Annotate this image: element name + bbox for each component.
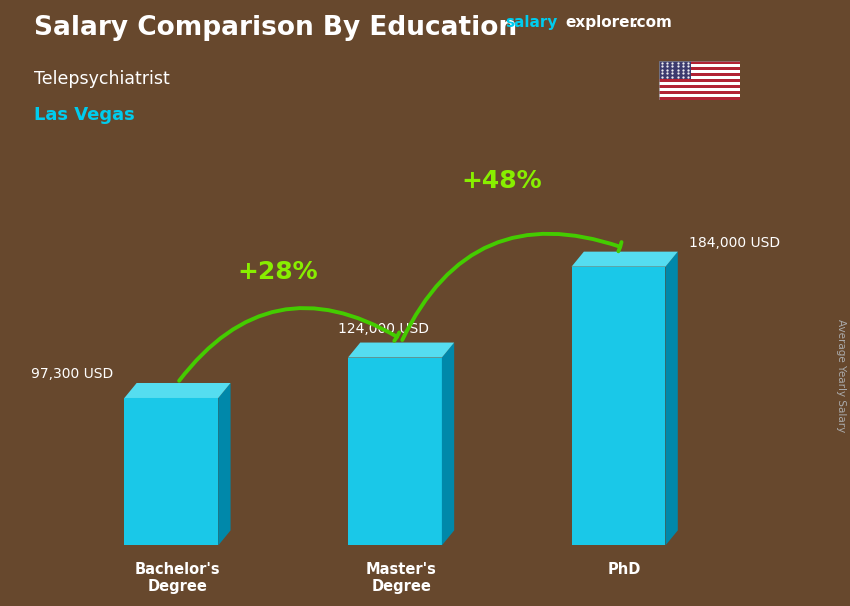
Polygon shape — [666, 251, 677, 545]
Bar — [659, 70, 740, 73]
Bar — [659, 94, 740, 97]
Bar — [348, 358, 442, 545]
Text: salary: salary — [506, 15, 558, 30]
Bar — [659, 61, 740, 64]
Text: Telepsychiatrist: Telepsychiatrist — [34, 70, 170, 88]
Bar — [659, 64, 740, 67]
Polygon shape — [218, 383, 230, 545]
Bar — [659, 79, 740, 82]
Polygon shape — [571, 251, 677, 267]
Bar — [659, 85, 740, 88]
Bar — [659, 61, 691, 79]
Bar — [659, 67, 740, 70]
Bar — [659, 73, 740, 76]
Bar — [571, 267, 666, 545]
Polygon shape — [442, 342, 454, 545]
Bar — [659, 82, 740, 85]
Text: +48%: +48% — [462, 169, 542, 193]
Text: .com: .com — [632, 15, 672, 30]
Text: 124,000 USD: 124,000 USD — [338, 322, 429, 336]
Text: Master's
Degree: Master's Degree — [366, 562, 437, 594]
Bar — [659, 97, 740, 100]
Text: 184,000 USD: 184,000 USD — [689, 236, 780, 250]
Text: PhD: PhD — [608, 562, 642, 577]
Text: Salary Comparison By Education: Salary Comparison By Education — [34, 15, 517, 41]
Polygon shape — [348, 342, 454, 358]
Bar — [124, 398, 218, 545]
Bar — [659, 91, 740, 94]
Text: 97,300 USD: 97,300 USD — [31, 367, 113, 381]
Bar — [659, 76, 740, 79]
Text: Average Yearly Salary: Average Yearly Salary — [836, 319, 846, 432]
Text: Bachelor's
Degree: Bachelor's Degree — [134, 562, 220, 594]
Text: +28%: +28% — [238, 260, 319, 284]
Text: Las Vegas: Las Vegas — [34, 106, 135, 124]
Polygon shape — [124, 383, 230, 398]
Text: explorer: explorer — [565, 15, 638, 30]
Bar — [659, 88, 740, 91]
